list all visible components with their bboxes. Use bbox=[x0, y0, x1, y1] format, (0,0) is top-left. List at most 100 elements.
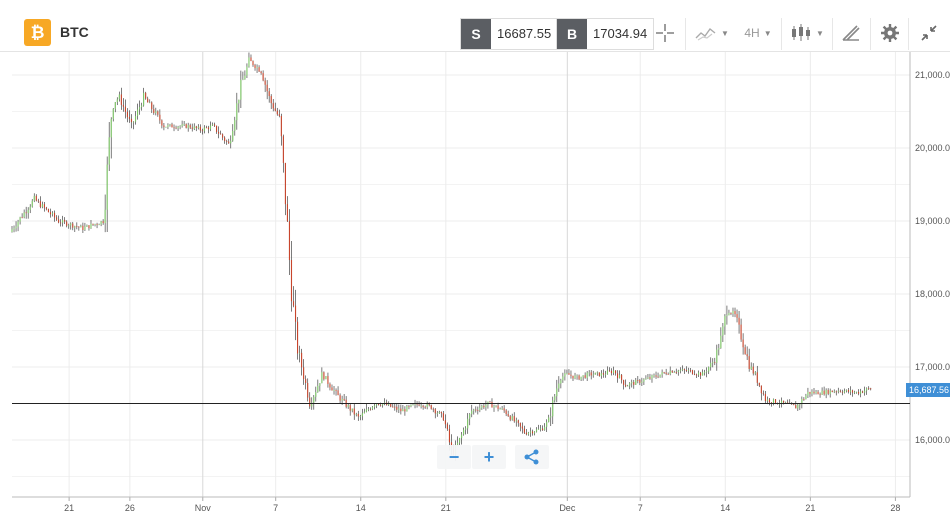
candle-up bbox=[209, 125, 212, 130]
y-tick-label: 20,000.00 bbox=[915, 143, 950, 153]
candle-down bbox=[175, 127, 177, 129]
candle-up bbox=[438, 411, 440, 414]
candle-up bbox=[706, 371, 708, 373]
candle-up bbox=[582, 375, 584, 377]
candle-down bbox=[205, 127, 207, 129]
candle-up bbox=[673, 372, 675, 373]
candle-down bbox=[335, 390, 337, 391]
candle-down bbox=[394, 406, 396, 408]
chart-axes: 16,000.00 17,000.00 18,000.00 19,000.00 20,0… bbox=[12, 52, 950, 513]
candle-down bbox=[266, 84, 268, 92]
candle-down bbox=[55, 217, 58, 220]
candle-up bbox=[41, 204, 43, 208]
candle-down bbox=[102, 221, 104, 224]
candle-down bbox=[523, 428, 525, 433]
candle-up bbox=[653, 375, 655, 377]
candle-up bbox=[149, 102, 151, 104]
candle-down bbox=[254, 65, 256, 69]
candle-down bbox=[191, 127, 193, 129]
candle-down bbox=[309, 397, 311, 407]
candle-down bbox=[353, 408, 355, 415]
sell-price: 16687.55 bbox=[491, 19, 558, 49]
candle-up bbox=[669, 370, 671, 375]
candle-up bbox=[256, 67, 258, 69]
candle-down bbox=[578, 375, 580, 380]
candle-down bbox=[748, 356, 750, 369]
candle-up bbox=[114, 102, 116, 109]
compare-button[interactable]: ▼ bbox=[692, 18, 732, 48]
candle-down bbox=[742, 339, 744, 348]
candle-down bbox=[280, 115, 282, 137]
candle-down bbox=[683, 369, 685, 371]
candle-up bbox=[558, 383, 560, 389]
candle-up bbox=[361, 413, 363, 417]
candle-down bbox=[343, 398, 345, 400]
sell-price-button[interactable]: S 16687.55 bbox=[460, 18, 559, 50]
buy-price: 17034.94 bbox=[587, 19, 654, 49]
candle-up bbox=[592, 374, 594, 376]
candle-down bbox=[153, 109, 155, 113]
candle-down bbox=[294, 305, 297, 322]
candle-up bbox=[548, 417, 550, 422]
candle-up bbox=[165, 126, 167, 128]
candle-up bbox=[631, 382, 633, 384]
zoom-out-button[interactable]: − bbox=[437, 445, 471, 469]
candle-up bbox=[236, 103, 238, 121]
candle-up bbox=[23, 212, 25, 218]
candle-up bbox=[724, 316, 726, 327]
zoom-in-button[interactable]: + bbox=[472, 445, 506, 469]
candle-up bbox=[402, 409, 404, 412]
candle-up bbox=[183, 124, 185, 125]
candle-up bbox=[436, 413, 438, 414]
candle-up bbox=[495, 405, 497, 407]
candle-up bbox=[106, 164, 108, 210]
candle-down bbox=[418, 404, 420, 406]
candle-down bbox=[88, 225, 90, 229]
crosshair-button[interactable] bbox=[650, 18, 680, 48]
candle-down bbox=[35, 195, 37, 201]
bitcoin-logo-icon: ₿ bbox=[24, 19, 51, 46]
candle-down bbox=[258, 67, 260, 72]
candle-up bbox=[244, 75, 246, 80]
candle-down bbox=[72, 223, 74, 228]
candle-down bbox=[746, 354, 748, 357]
price-chart[interactable]: 16,000.00 17,000.00 18,000.00 19,000.00 20,0… bbox=[0, 52, 950, 519]
drawing-tools-button[interactable] bbox=[838, 18, 864, 48]
candle-up bbox=[315, 392, 317, 397]
candle-down bbox=[770, 402, 773, 404]
candle-up bbox=[554, 396, 556, 401]
candle-up bbox=[384, 402, 386, 404]
timeframe-selector[interactable]: 4H ▼ bbox=[740, 18, 776, 48]
candle-down bbox=[380, 404, 382, 406]
candle-down bbox=[614, 370, 617, 374]
candle-down bbox=[847, 389, 849, 392]
candle-down bbox=[78, 226, 80, 228]
candle-up bbox=[825, 389, 827, 395]
candle-down bbox=[151, 102, 153, 110]
candle-down bbox=[774, 399, 777, 404]
candle-down bbox=[671, 370, 673, 373]
candle-up bbox=[317, 385, 319, 393]
share-button[interactable] bbox=[515, 445, 549, 469]
candle-up bbox=[68, 225, 70, 227]
candle-down bbox=[513, 416, 515, 422]
candle-down bbox=[290, 260, 293, 302]
candle-down bbox=[96, 224, 98, 225]
candle-up bbox=[815, 391, 817, 394]
candle-down bbox=[268, 91, 270, 97]
candle-down bbox=[185, 124, 187, 128]
candle-down bbox=[568, 373, 570, 375]
candle-down bbox=[303, 367, 305, 379]
settings-button[interactable] bbox=[876, 18, 904, 48]
chart-grid bbox=[12, 52, 910, 497]
candle-up bbox=[31, 200, 33, 207]
buy-price-button[interactable]: B 17034.94 bbox=[556, 18, 655, 50]
candlestick-icon bbox=[792, 24, 811, 41]
candle-down bbox=[58, 219, 60, 223]
chart-type-button[interactable]: ▼ bbox=[787, 18, 827, 48]
collapse-button[interactable] bbox=[914, 18, 944, 48]
candle-down bbox=[297, 321, 299, 354]
candle-up bbox=[232, 130, 234, 141]
candle-up bbox=[473, 409, 475, 411]
candle-up bbox=[600, 373, 602, 377]
